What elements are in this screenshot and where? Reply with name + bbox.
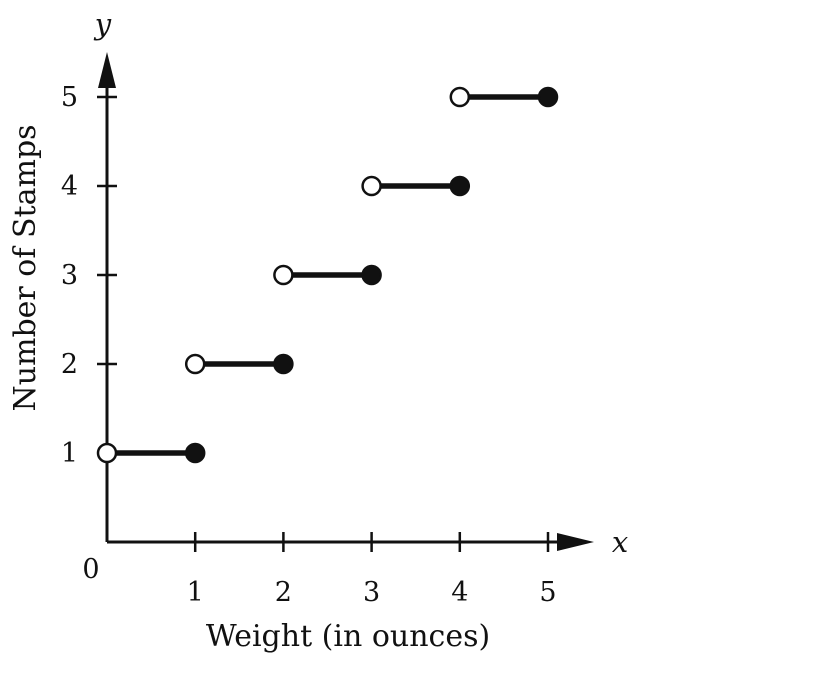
- step-segments: [96, 86, 559, 464]
- open-endpoint: [96, 442, 118, 464]
- x-tick-label: 5: [539, 577, 556, 608]
- y-tick-label: 2: [61, 349, 78, 380]
- closed-endpoint: [537, 86, 559, 108]
- origin-label: 0: [82, 554, 99, 585]
- x-axis-letter: x: [612, 525, 628, 559]
- y-tick-label: 1: [61, 438, 78, 469]
- open-endpoint: [449, 86, 471, 108]
- x-tick-label: 1: [187, 577, 204, 608]
- y-axis-arrowhead: [98, 52, 116, 88]
- closed-endpoint: [361, 264, 382, 286]
- open-endpoint: [273, 264, 294, 286]
- x-tick-label: 3: [363, 577, 380, 608]
- open-endpoint: [184, 353, 206, 375]
- y-ticks: 1 2 3 4 5: [61, 82, 117, 469]
- y-tick-label: 4: [61, 171, 78, 202]
- y-tick-label: 3: [61, 260, 78, 291]
- y-axis-title: Number of Stamps: [8, 124, 43, 411]
- x-tick-label: 4: [451, 577, 468, 608]
- x-tick-label: 2: [275, 577, 292, 608]
- open-endpoint: [361, 175, 382, 197]
- y-tick-label: 5: [61, 82, 78, 113]
- closed-endpoint: [449, 175, 471, 197]
- axes: [98, 52, 594, 551]
- x-ticks: 1 2 3 4 5: [187, 532, 557, 608]
- closed-endpoint: [184, 442, 206, 464]
- closed-endpoint: [273, 353, 294, 375]
- y-axis-letter: y: [93, 7, 112, 41]
- x-axis-arrowhead: [557, 533, 594, 551]
- x-axis-title: Weight (in ounces): [206, 619, 490, 654]
